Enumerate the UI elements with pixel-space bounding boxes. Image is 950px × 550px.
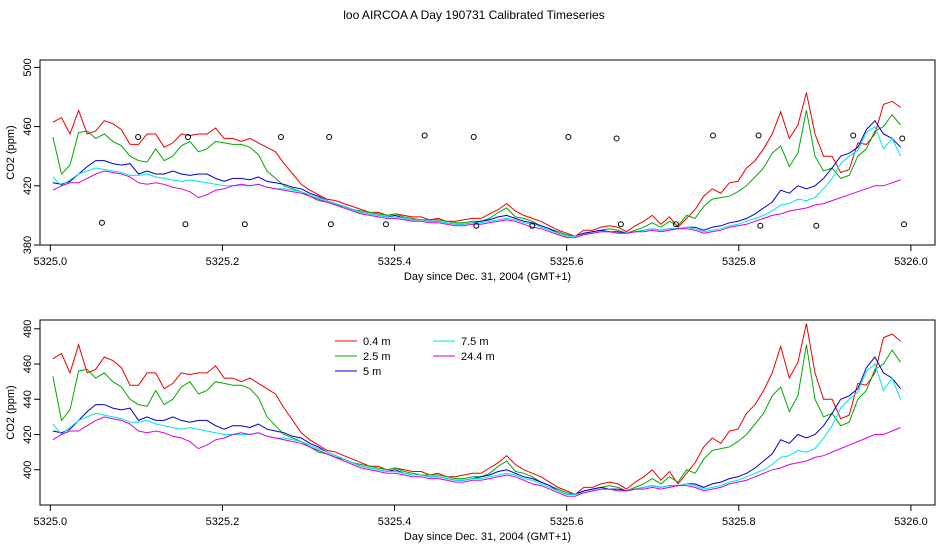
bottom-panel: 5325.0 5325.2 5325.4 5325.6 5325.8 5326.0 400 4…	[5, 319, 936, 543]
x-tick-label: 5325.0	[33, 256, 67, 268]
x-tick-label: 5325.2	[206, 256, 240, 268]
legend-label: 5 m	[363, 366, 381, 378]
y-tick-label: 460	[22, 355, 34, 373]
x-tick-label: 5325.6	[550, 516, 584, 528]
marker-point	[382, 221, 389, 228]
legend-label: 2.5 m	[363, 351, 391, 363]
y-tick-label: 440	[22, 390, 34, 408]
legend-item: 5 m	[335, 366, 381, 378]
y-axis-label: CO2 (ppm)	[5, 385, 17, 439]
x-axis-label: Day since Dec. 31, 2004 (GMT+1)	[404, 271, 571, 283]
marker-point	[901, 221, 908, 228]
marker-point	[185, 133, 192, 140]
series-line-04m	[52, 323, 901, 495]
legend-item: 0.4 m	[335, 336, 391, 348]
x-tick-label: 5326.0	[894, 256, 928, 268]
marker-point	[473, 222, 480, 229]
marker-point	[672, 221, 679, 228]
marker-point	[327, 221, 334, 228]
marker-point	[135, 133, 142, 140]
legend-item: 24.4 m	[433, 351, 495, 363]
y-tick-label: 380	[22, 236, 34, 254]
series-line-25m	[52, 110, 901, 237]
x-axis-label: Day since Dec. 31, 2004 (GMT+1)	[404, 531, 571, 543]
x-tick-label: 5325.4	[378, 256, 412, 268]
marker-point	[326, 133, 333, 140]
plot-frame	[39, 59, 936, 246]
x-tick-label: 5325.8	[722, 516, 756, 528]
x-tick-label: 5325.6	[550, 256, 584, 268]
marker-point	[813, 222, 820, 229]
y-axis-label: CO2 (ppm)	[5, 125, 17, 179]
series-line-5m	[52, 356, 901, 495]
x-tick-label: 5326.0	[894, 516, 928, 528]
y-tick-label: 400	[22, 461, 34, 479]
marker-point	[98, 219, 105, 226]
marker-point	[850, 132, 857, 139]
top-panel: 5325.0 5325.2 5325.4 5325.6 5325.8 5326.0 380 4…	[5, 58, 936, 283]
series-line-04m	[52, 92, 901, 237]
series-group	[52, 92, 908, 239]
marker-point	[755, 132, 762, 139]
x-tick-label: 5325.2	[206, 516, 240, 528]
marker-point	[277, 133, 284, 140]
legend-item: 2.5 m	[335, 351, 391, 363]
y-tick-label: 420	[22, 425, 34, 443]
marker-point	[470, 133, 477, 140]
series-line-244m	[52, 416, 901, 497]
marker-point	[182, 221, 189, 228]
marker-point	[565, 133, 572, 140]
y-tick-label: 420	[22, 177, 34, 195]
marker-point	[899, 135, 906, 142]
series-line-25m	[52, 344, 902, 495]
marker-point	[241, 221, 248, 228]
series-line-5m	[52, 119, 901, 237]
series-group	[52, 323, 902, 497]
marker-point	[421, 132, 428, 139]
x-tick-label: 5325.8	[722, 256, 756, 268]
legend-label: 0.4 m	[363, 336, 391, 348]
legend-label: 7.5 m	[461, 336, 489, 348]
y-tick-label: 480	[22, 320, 34, 338]
x-tick-label: 5325.4	[378, 516, 412, 528]
x-tick-label: 5325.0	[33, 516, 67, 528]
legend-item: 7.5 m	[433, 336, 489, 348]
marker-point	[529, 222, 536, 229]
marker-point	[709, 132, 716, 139]
plot-frame	[39, 319, 936, 506]
marker-point	[617, 221, 624, 228]
y-tick-label: 500	[22, 58, 34, 76]
chart-title: loo AIRCOA A Day 190731 Calibrated Times…	[343, 8, 604, 22]
series-line-75m	[52, 363, 902, 495]
marker-point	[757, 222, 764, 229]
marker-point	[613, 135, 620, 142]
series-line-75m	[52, 125, 902, 237]
series-line-244m	[52, 170, 901, 239]
y-tick-label: 460	[22, 117, 34, 135]
legend-label: 24.4 m	[461, 351, 495, 363]
